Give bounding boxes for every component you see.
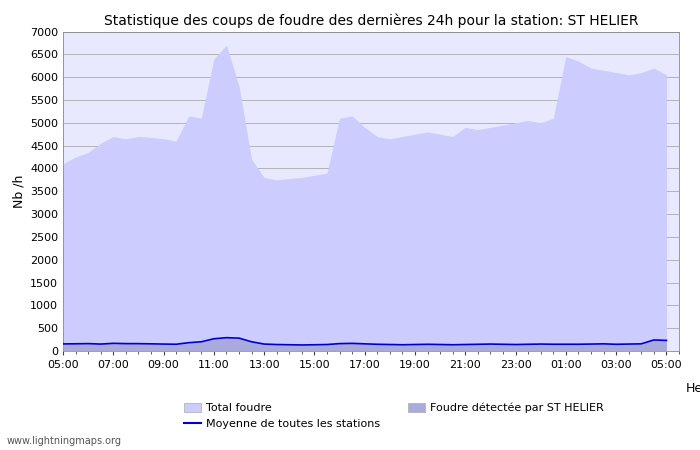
Title: Statistique des coups de foudre des dernières 24h pour la station: ST HELIER: Statistique des coups de foudre des dern… xyxy=(104,13,638,27)
Text: Heure: Heure xyxy=(686,382,700,395)
Y-axis label: Nb /h: Nb /h xyxy=(13,175,26,208)
Text: www.lightningmaps.org: www.lightningmaps.org xyxy=(7,436,122,446)
Legend: Total foudre, Moyenne de toutes les stations, Foudre détectée par ST HELIER: Total foudre, Moyenne de toutes les stat… xyxy=(179,398,608,433)
